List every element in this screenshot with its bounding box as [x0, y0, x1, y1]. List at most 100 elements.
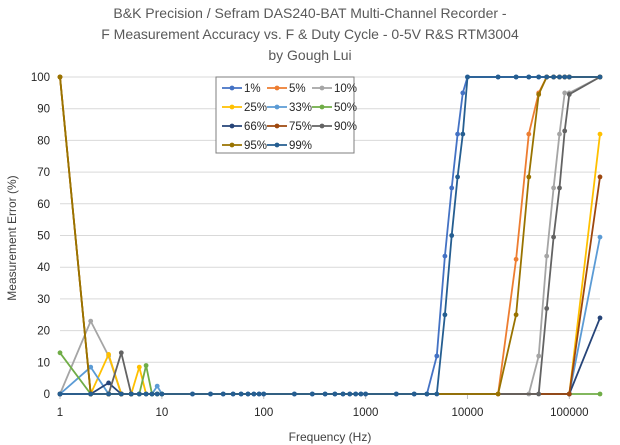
data-point — [544, 253, 550, 259]
series-layer — [57, 74, 603, 397]
data-point — [455, 131, 460, 137]
legend: 1% 5% 10% 25% 33% 50% 66% 75% 90% 95% 99% — [215, 76, 357, 154]
legend-item: 95% — [222, 140, 267, 152]
data-point — [526, 131, 532, 137]
data-point — [154, 391, 160, 397]
legend-item: 10% — [312, 83, 357, 95]
data-point — [88, 364, 94, 370]
data-point — [434, 353, 440, 359]
legend-item: 25% — [222, 102, 267, 114]
data-point — [597, 234, 603, 240]
data-point — [460, 90, 466, 96]
legend-label: 50% — [334, 102, 357, 114]
y-tick-label: 0 — [44, 389, 50, 401]
legend-label: 25% — [244, 102, 267, 114]
data-point — [597, 174, 603, 180]
data-point — [106, 352, 111, 357]
data-point — [465, 74, 470, 80]
data-point — [118, 350, 124, 356]
y-tick-label: 50 — [37, 231, 50, 243]
y-axis-ticks: 0 10 20 30 40 50 60 70 80 90 100 — [31, 72, 50, 401]
data-point — [251, 391, 257, 397]
data-point — [495, 74, 501, 80]
data-point — [597, 131, 603, 137]
y-tick-label: 30 — [37, 294, 50, 306]
data-point — [393, 391, 399, 397]
data-point — [557, 185, 562, 191]
legend-item: 90% — [312, 121, 357, 133]
y-tick-label: 70 — [37, 167, 50, 179]
data-point — [143, 363, 149, 368]
legend-item: 99% — [267, 140, 312, 152]
data-point — [455, 174, 460, 180]
data-point — [88, 318, 94, 324]
data-point — [347, 391, 353, 397]
x-tick-label: 10000 — [451, 407, 483, 419]
data-point — [340, 391, 346, 397]
data-point — [309, 391, 315, 397]
legend-swatch-marker — [319, 104, 325, 110]
legend-label: 99% — [289, 140, 312, 152]
data-point — [513, 74, 519, 80]
legend-label: 1% — [244, 83, 261, 95]
data-point — [149, 391, 155, 397]
data-point — [536, 353, 542, 359]
data-point — [551, 74, 556, 80]
data-point — [562, 74, 568, 80]
data-point — [566, 92, 572, 97]
legend-swatch-marker — [319, 123, 325, 129]
legend-label: 90% — [334, 121, 357, 133]
legend-label: 33% — [289, 102, 312, 114]
data-point — [159, 391, 165, 397]
x-tick-label: 1 — [57, 407, 63, 419]
data-point — [526, 74, 532, 80]
data-point — [154, 383, 160, 389]
data-point — [106, 391, 111, 397]
data-point — [495, 391, 501, 397]
legend-swatch-marker — [274, 123, 280, 129]
data-point — [322, 391, 328, 397]
data-point — [557, 74, 562, 80]
x-tick-label: 100 — [254, 407, 273, 419]
legend-swatch-marker — [319, 85, 325, 91]
data-point — [460, 131, 466, 137]
legend-swatch-marker — [274, 104, 280, 110]
series-99% — [57, 74, 603, 397]
data-point — [562, 128, 568, 134]
y-tick-label: 90 — [37, 104, 50, 116]
data-point — [566, 391, 572, 397]
data-point — [245, 391, 251, 397]
legend-item: 66% — [222, 121, 267, 133]
legend-item: 75% — [267, 121, 312, 133]
data-point — [536, 74, 542, 80]
legend-swatch-marker — [229, 142, 235, 148]
legend-item: 5% — [267, 83, 306, 95]
data-point — [190, 391, 195, 397]
data-point — [544, 74, 550, 80]
data-point — [106, 380, 111, 386]
y-tick-label: 100 — [31, 72, 50, 84]
legend-swatch-marker — [274, 85, 280, 91]
y-tick-label: 60 — [37, 199, 50, 211]
y-tick-label: 40 — [37, 262, 50, 274]
y-axis-title: Measurement Error (%) — [5, 175, 19, 300]
chart-title: B&K Precision / Sefram DAS240-BAT Multi-… — [101, 5, 519, 63]
data-point — [230, 391, 236, 397]
data-point — [597, 315, 603, 321]
data-point — [220, 391, 226, 397]
data-point — [442, 253, 448, 259]
data-point — [513, 256, 519, 262]
data-point — [449, 185, 455, 191]
data-point — [57, 391, 63, 397]
data-point — [411, 391, 417, 397]
x-tick-label: 1000 — [353, 407, 379, 419]
data-point — [562, 90, 568, 96]
y-tick-label: 80 — [37, 135, 50, 147]
y-tick-label: 20 — [37, 326, 50, 338]
legend-swatch-marker — [229, 104, 235, 110]
legend-label: 75% — [289, 121, 312, 133]
x-tick-label: 100000 — [550, 407, 588, 419]
data-point — [208, 391, 213, 397]
data-point — [238, 391, 244, 397]
